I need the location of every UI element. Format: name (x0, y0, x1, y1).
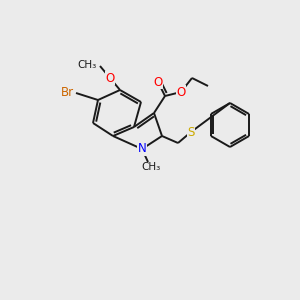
Text: O: O (153, 76, 163, 88)
Text: CH₃: CH₃ (78, 60, 97, 70)
Text: S: S (187, 125, 195, 139)
Text: CH₃: CH₃ (141, 162, 160, 172)
Text: N: N (138, 142, 146, 155)
Text: Br: Br (61, 85, 74, 98)
Text: O: O (105, 71, 115, 85)
Text: O: O (176, 85, 186, 98)
